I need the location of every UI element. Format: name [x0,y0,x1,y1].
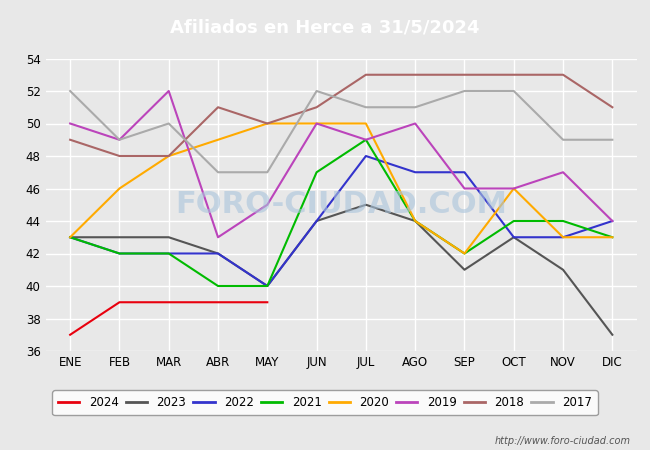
Text: FORO-CIUDAD.COM: FORO-CIUDAD.COM [176,190,507,219]
Text: Afiliados en Herce a 31/5/2024: Afiliados en Herce a 31/5/2024 [170,18,480,36]
Legend: 2024, 2023, 2022, 2021, 2020, 2019, 2018, 2017: 2024, 2023, 2022, 2021, 2020, 2019, 2018… [52,390,598,415]
Text: http://www.foro-ciudad.com: http://www.foro-ciudad.com [495,436,630,446]
